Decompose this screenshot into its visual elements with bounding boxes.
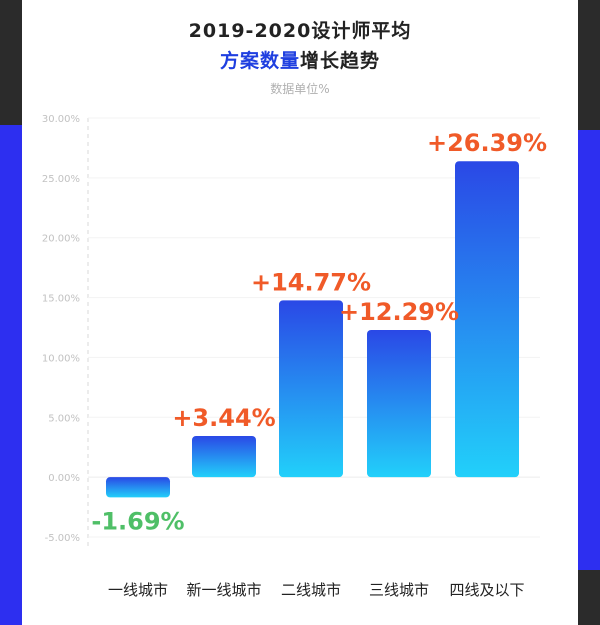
y-tick-label: 15.00% xyxy=(42,294,80,305)
y-tick-label: 0.00% xyxy=(48,473,80,484)
bar-data-label: +14.77% xyxy=(251,268,371,296)
right-dark-stripe-bottom xyxy=(578,570,600,625)
x-category-label: 四线及以下 xyxy=(449,581,524,599)
y-tick-label: -5.00% xyxy=(45,533,80,544)
x-category-label: 二线城市 xyxy=(281,581,341,599)
left-blue-stripe xyxy=(0,125,22,625)
bar-data-label: +12.29% xyxy=(339,298,459,326)
x-category-label: 新一线城市 xyxy=(186,581,261,599)
y-tick-label: 10.00% xyxy=(42,353,80,364)
right-blue-stripe xyxy=(578,130,600,570)
x-category-label: 三线城市 xyxy=(369,581,429,599)
bar xyxy=(279,300,343,478)
y-tick-label: 30.00% xyxy=(42,114,80,125)
y-tick-label: 5.00% xyxy=(48,413,80,424)
chart-title-line1: 2019-2020设计师平均 xyxy=(188,20,412,42)
bar xyxy=(192,435,256,478)
y-tick-label: 20.00% xyxy=(42,234,80,245)
chart-title-highlight: 方案数量 xyxy=(219,50,300,72)
chart-title-rest: 增长趋势 xyxy=(300,50,381,72)
bar xyxy=(106,477,170,498)
bar xyxy=(367,330,431,478)
bar-data-label: +26.39% xyxy=(427,129,547,157)
right-dark-stripe xyxy=(578,0,600,130)
bar xyxy=(455,161,519,478)
left-dark-stripe xyxy=(0,0,22,125)
unit-note: 数据单位% xyxy=(270,82,330,96)
x-category-label: 一线城市 xyxy=(108,581,168,599)
bar-data-label: +3.44% xyxy=(172,404,275,432)
y-tick-label: 25.00% xyxy=(42,174,80,185)
chart-title-line2: 方案数量增长趋势 xyxy=(0,46,600,73)
bar-data-label: -1.69% xyxy=(91,507,184,535)
